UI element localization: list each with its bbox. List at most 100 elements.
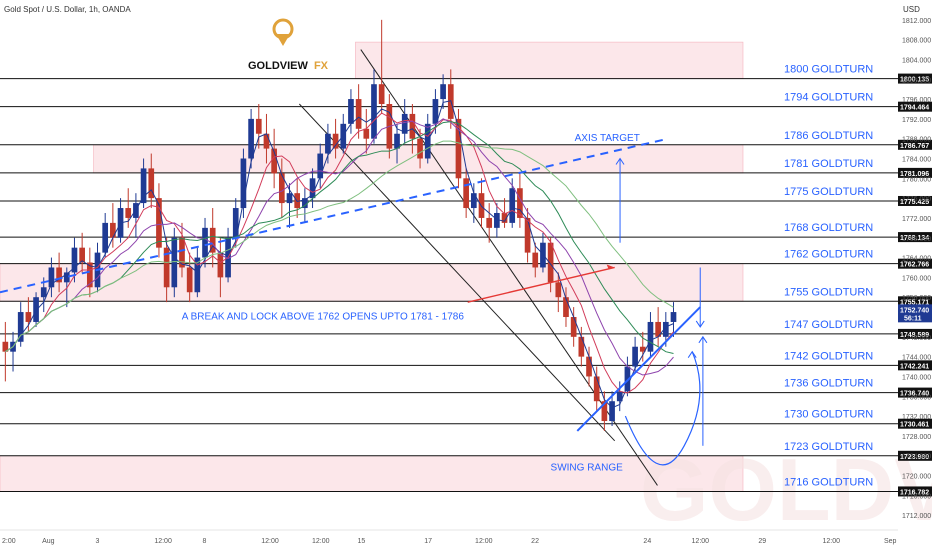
y-tick-label: 1796.000	[902, 97, 931, 104]
level-price-badge	[898, 328, 932, 339]
candle-body	[670, 312, 677, 322]
x-tick-label: 12:00	[261, 538, 279, 545]
candle-body	[232, 208, 239, 238]
candle-body	[616, 391, 623, 402]
watermark: GOLDVIEW	[640, 440, 932, 539]
ma-fast	[5, 100, 674, 409]
candle-body	[355, 99, 362, 129]
level-price-badge	[898, 450, 932, 461]
candle-body	[209, 227, 216, 253]
candle-body	[63, 272, 70, 283]
y-tick-label: 1744.000	[902, 355, 931, 362]
level-price-badge	[898, 296, 932, 307]
candle-body	[517, 188, 523, 218]
y-tick-label: 1736.000	[902, 394, 931, 401]
x-tick-label: 2:00	[2, 538, 16, 545]
candle-body	[532, 252, 539, 268]
candle-body	[332, 133, 339, 149]
x-tick-label: 22	[531, 538, 539, 545]
candle-body	[302, 198, 308, 209]
candle-body	[171, 237, 178, 288]
candle-body	[655, 321, 661, 337]
price-axis[interactable]: 1712.000 1716.000 1720.000 1724.000 1728.000…	[898, 0, 932, 550]
down-arrowhead	[695, 320, 705, 328]
level-label: 1716 GOLDTURN	[784, 476, 873, 488]
countdown-text: 56:11	[904, 315, 922, 322]
candle-body	[248, 118, 254, 159]
level-price-text: 1775.425	[900, 199, 929, 206]
x-tick-label: 12:00	[312, 538, 330, 545]
x-tick-label: 12:00	[154, 538, 172, 545]
candle-body	[509, 188, 516, 223]
candle-body	[632, 346, 638, 367]
candle-body	[17, 312, 24, 342]
current-price-badge	[898, 304, 932, 323]
y-tick-label: 1712.000	[902, 513, 931, 520]
x-tick-label: 15	[357, 538, 365, 545]
axis-target-arrowhead	[615, 157, 625, 165]
candle-body	[593, 376, 600, 402]
y-tick-label: 1728.000	[902, 434, 931, 441]
level-price-badge	[898, 486, 932, 497]
chart-title: Gold Spot / U.S. Dollar, 1h, OANDA	[4, 5, 131, 14]
level-price-text: 1730.461	[900, 422, 929, 429]
chart-annotation: A BREAK AND LOCK ABOVE 1762 OPENS UPTO 1…	[182, 311, 465, 322]
candle-body	[586, 356, 592, 377]
candle-body	[86, 262, 93, 288]
level-label: 1781 GOLDTURN	[784, 158, 873, 170]
candle-body	[194, 257, 201, 293]
y-tick-label: 1780.000	[902, 176, 931, 183]
goldturn-levels: 1800 GOLDTURN 1800.135 1794 GOLDTURN 1794.4…	[0, 64, 932, 497]
level-label: 1747 GOLDTURN	[784, 319, 873, 331]
candle-body	[662, 321, 669, 337]
candle-body	[110, 222, 116, 238]
level-price-badge	[898, 101, 932, 112]
y-tick-label: 1788.000	[902, 137, 931, 144]
time-axis[interactable]: 2:00 Aug 3 12:00 8 12:00 12:00 15 17 12:00 22 24 12:…	[0, 529, 898, 545]
level-label: 1762 GOLDTURN	[784, 249, 873, 261]
candle-body	[417, 138, 423, 159]
candle-body	[340, 123, 347, 149]
candle-body	[371, 84, 377, 139]
candle-body	[240, 158, 247, 209]
candle-body	[317, 153, 324, 179]
candle-body	[394, 133, 400, 149]
candle-body	[217, 252, 224, 278]
candle-body	[309, 178, 316, 199]
candle-body	[524, 217, 531, 253]
candle-body	[255, 118, 262, 134]
level-price-badge	[898, 139, 932, 150]
candle-body	[186, 267, 193, 293]
candle-body	[348, 99, 354, 124]
level-price-text: 1748.589	[900, 332, 929, 339]
candle-body	[501, 212, 508, 223]
level-price-text: 1742.241	[900, 363, 929, 370]
x-tick-label: 8	[202, 538, 206, 545]
level-price-badge	[898, 195, 932, 206]
y-tick-label: 1740.000	[902, 374, 931, 381]
candle-body	[156, 198, 162, 248]
level-price-text: 1781.096	[900, 171, 929, 178]
candle-body	[286, 193, 293, 204]
level-price-text: 1800.135	[900, 77, 929, 84]
moving-averages	[5, 100, 674, 409]
x-tick-label: Aug	[42, 538, 55, 545]
analysis-drawings	[0, 137, 708, 466]
candle-body	[40, 287, 47, 298]
ma-longest	[5, 140, 674, 353]
x-tick-label: Sep	[884, 538, 897, 545]
level-label: 1736 GOLDTURN	[784, 378, 873, 390]
level-label: 1730 GOLDTURN	[784, 409, 873, 421]
level-price-text: 1723.980	[900, 454, 929, 461]
y-tick-label: 1724.000	[902, 454, 931, 461]
zone-rect	[0, 455, 744, 492]
level-price-badge	[898, 387, 932, 398]
logo-suffix: FX	[314, 60, 329, 72]
level-label: 1723 GOLDTURN	[784, 441, 873, 453]
x-tick-label: 17	[424, 538, 432, 545]
level-price-badge	[898, 258, 932, 269]
level-price-text: 1716.782	[900, 489, 929, 496]
level-label: 1742 GOLDTURN	[784, 350, 873, 362]
candle-body	[25, 312, 32, 322]
